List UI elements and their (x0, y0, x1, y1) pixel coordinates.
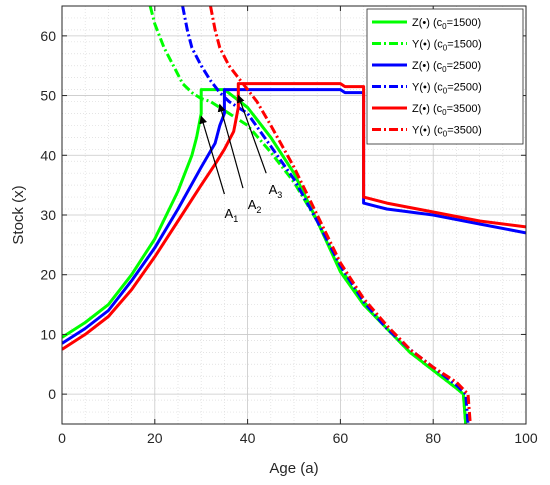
y-tick-label: 30 (40, 207, 56, 223)
legend: Z(•) (c0=1500) Y(•) (c0=1500) Z(•) (c0=250… (366, 8, 524, 145)
x-tick-label: 0 (58, 430, 66, 446)
y-axis-label: Stock (x) (10, 185, 27, 244)
x-tick-label: 20 (147, 430, 163, 446)
series-line-2 (148, 6, 468, 424)
annotation-arrow-3 (236, 94, 267, 174)
legend-entry-1: Z(•) (c0=1500) (412, 17, 481, 31)
annotation-arrow-1 (199, 115, 225, 195)
y-tick-label: 60 (40, 28, 56, 44)
y-tick-label: 10 (40, 326, 56, 342)
legend-entry-4: Y(•) (c0=2500) (412, 82, 482, 96)
series-layer (62, 6, 526, 424)
series-line-6 (209, 6, 472, 424)
annotation-subscript: 3 (277, 190, 282, 200)
legend-box (366, 8, 524, 145)
annotation-subscript: 1 (233, 214, 238, 224)
y-tick-label: 50 (40, 88, 56, 104)
x-axis-label: Age (a) (269, 460, 318, 477)
y-tick-label: 0 (48, 386, 56, 402)
tick-marks (61, 6, 527, 424)
series-line-5 (62, 82, 526, 351)
x-tick-label: 80 (425, 430, 441, 446)
x-tick-label: 40 (240, 430, 256, 446)
legend-entry-2: Y(•) (c0=1500) (412, 39, 482, 53)
x-tick-label: 100 (514, 430, 538, 446)
annotation-subscript: 2 (256, 205, 261, 215)
y-tick-labels: 0 10 20 30 40 50 60 (40, 28, 56, 402)
legend-entry-6: Y(•) (c0=3500) (412, 125, 482, 139)
x-tick-labels: 0 20 40 60 80 100 (58, 430, 538, 446)
series-line-3 (62, 88, 526, 345)
series-line-1 (62, 88, 468, 424)
annotation-arrow-2 (217, 103, 244, 189)
legend-entry-3: Z(•) (c0=2500) (412, 60, 481, 74)
legend-entry-5: Z(•) (c0=3500) (412, 103, 481, 117)
x-tick-label: 60 (333, 430, 349, 446)
y-tick-label: 20 (40, 267, 56, 283)
y-tick-label: 40 (40, 147, 56, 163)
